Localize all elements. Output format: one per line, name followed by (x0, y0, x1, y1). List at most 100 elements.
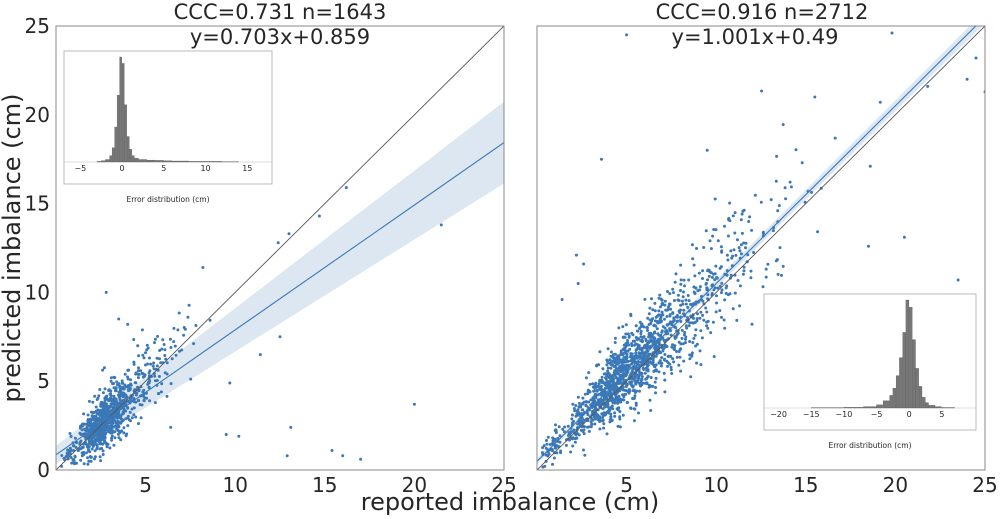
data-point (90, 417, 94, 421)
data-point (813, 95, 817, 99)
data-point (640, 375, 644, 379)
regression-line (537, 26, 977, 462)
data-point (744, 241, 748, 245)
data-point (98, 413, 102, 417)
data-point (890, 31, 894, 35)
data-point (629, 355, 632, 359)
data-point (605, 397, 609, 401)
data-point (682, 359, 686, 363)
data-point (680, 328, 684, 332)
data-point (119, 390, 123, 394)
data-point (596, 417, 600, 421)
data-point (683, 331, 687, 334)
data-point (581, 402, 585, 405)
data-point (140, 328, 144, 332)
data-point (671, 287, 675, 291)
data-point (663, 299, 667, 303)
data-point (731, 214, 735, 218)
data-point (672, 318, 676, 322)
data-point (634, 403, 638, 407)
data-point (137, 366, 140, 370)
data-point (587, 371, 591, 375)
data-point (688, 357, 692, 361)
data-point (163, 371, 167, 375)
data-point (149, 362, 153, 366)
data-point (611, 360, 615, 364)
data-point (625, 352, 629, 356)
data-point (609, 406, 613, 410)
data-point (675, 329, 679, 333)
data-point (657, 350, 661, 354)
data-point (618, 417, 622, 421)
data-point (661, 313, 665, 317)
data-point (194, 324, 198, 327)
data-point (646, 316, 650, 320)
data-point (619, 353, 623, 357)
data-point (774, 179, 778, 183)
data-point (634, 351, 638, 355)
data-point (151, 364, 155, 368)
data-point (616, 356, 620, 360)
data-point (719, 265, 723, 269)
histogram-bar (925, 402, 929, 409)
data-point (120, 381, 124, 385)
data-point (683, 284, 686, 288)
data-point (160, 382, 164, 386)
data-point (630, 344, 634, 348)
data-point (701, 299, 705, 303)
data-point (140, 403, 144, 407)
histogram-bar (843, 407, 864, 409)
data-point (720, 315, 723, 319)
data-point (632, 377, 635, 381)
data-point (605, 358, 609, 362)
data-point (690, 243, 694, 247)
data-point (119, 438, 123, 442)
data-point (576, 422, 580, 426)
data-point (79, 447, 83, 451)
data-point (667, 302, 671, 306)
data-point (622, 335, 626, 339)
data-point (642, 368, 646, 371)
data-point (723, 326, 727, 330)
data-point (72, 459, 76, 462)
data-point (693, 274, 697, 278)
left-inset-frame (63, 50, 273, 185)
data-point (73, 455, 77, 459)
data-point (103, 398, 107, 402)
data-point (609, 366, 613, 370)
data-point (679, 289, 682, 292)
data-point (662, 371, 666, 375)
data-point (153, 341, 156, 345)
data-point (646, 374, 650, 378)
data-point (653, 348, 657, 351)
data-point (182, 333, 186, 337)
data-point (613, 352, 617, 356)
data-point (715, 294, 718, 298)
data-point (640, 324, 644, 328)
data-point (632, 419, 636, 423)
data-point (79, 458, 83, 462)
data-point (677, 363, 681, 367)
data-point (165, 361, 169, 365)
data-point (709, 331, 713, 335)
data-point (684, 298, 688, 302)
data-point (560, 298, 564, 301)
data-point (84, 451, 88, 455)
data-point (738, 304, 742, 308)
inset-x-tick-label: 0 (907, 410, 912, 419)
inset-x-tick-label: 15 (242, 164, 252, 173)
data-point (633, 394, 637, 398)
data-point (679, 263, 683, 267)
data-point (122, 431, 126, 435)
data-point (617, 326, 621, 330)
data-point (624, 385, 628, 388)
data-point (691, 257, 695, 261)
data-point (633, 343, 636, 347)
data-point (114, 408, 118, 412)
inset-x-tick-label: −15 (803, 410, 820, 419)
data-point (79, 424, 82, 428)
data-point (701, 277, 704, 280)
data-point (684, 302, 688, 306)
data-point (115, 380, 119, 384)
data-point (729, 273, 733, 277)
